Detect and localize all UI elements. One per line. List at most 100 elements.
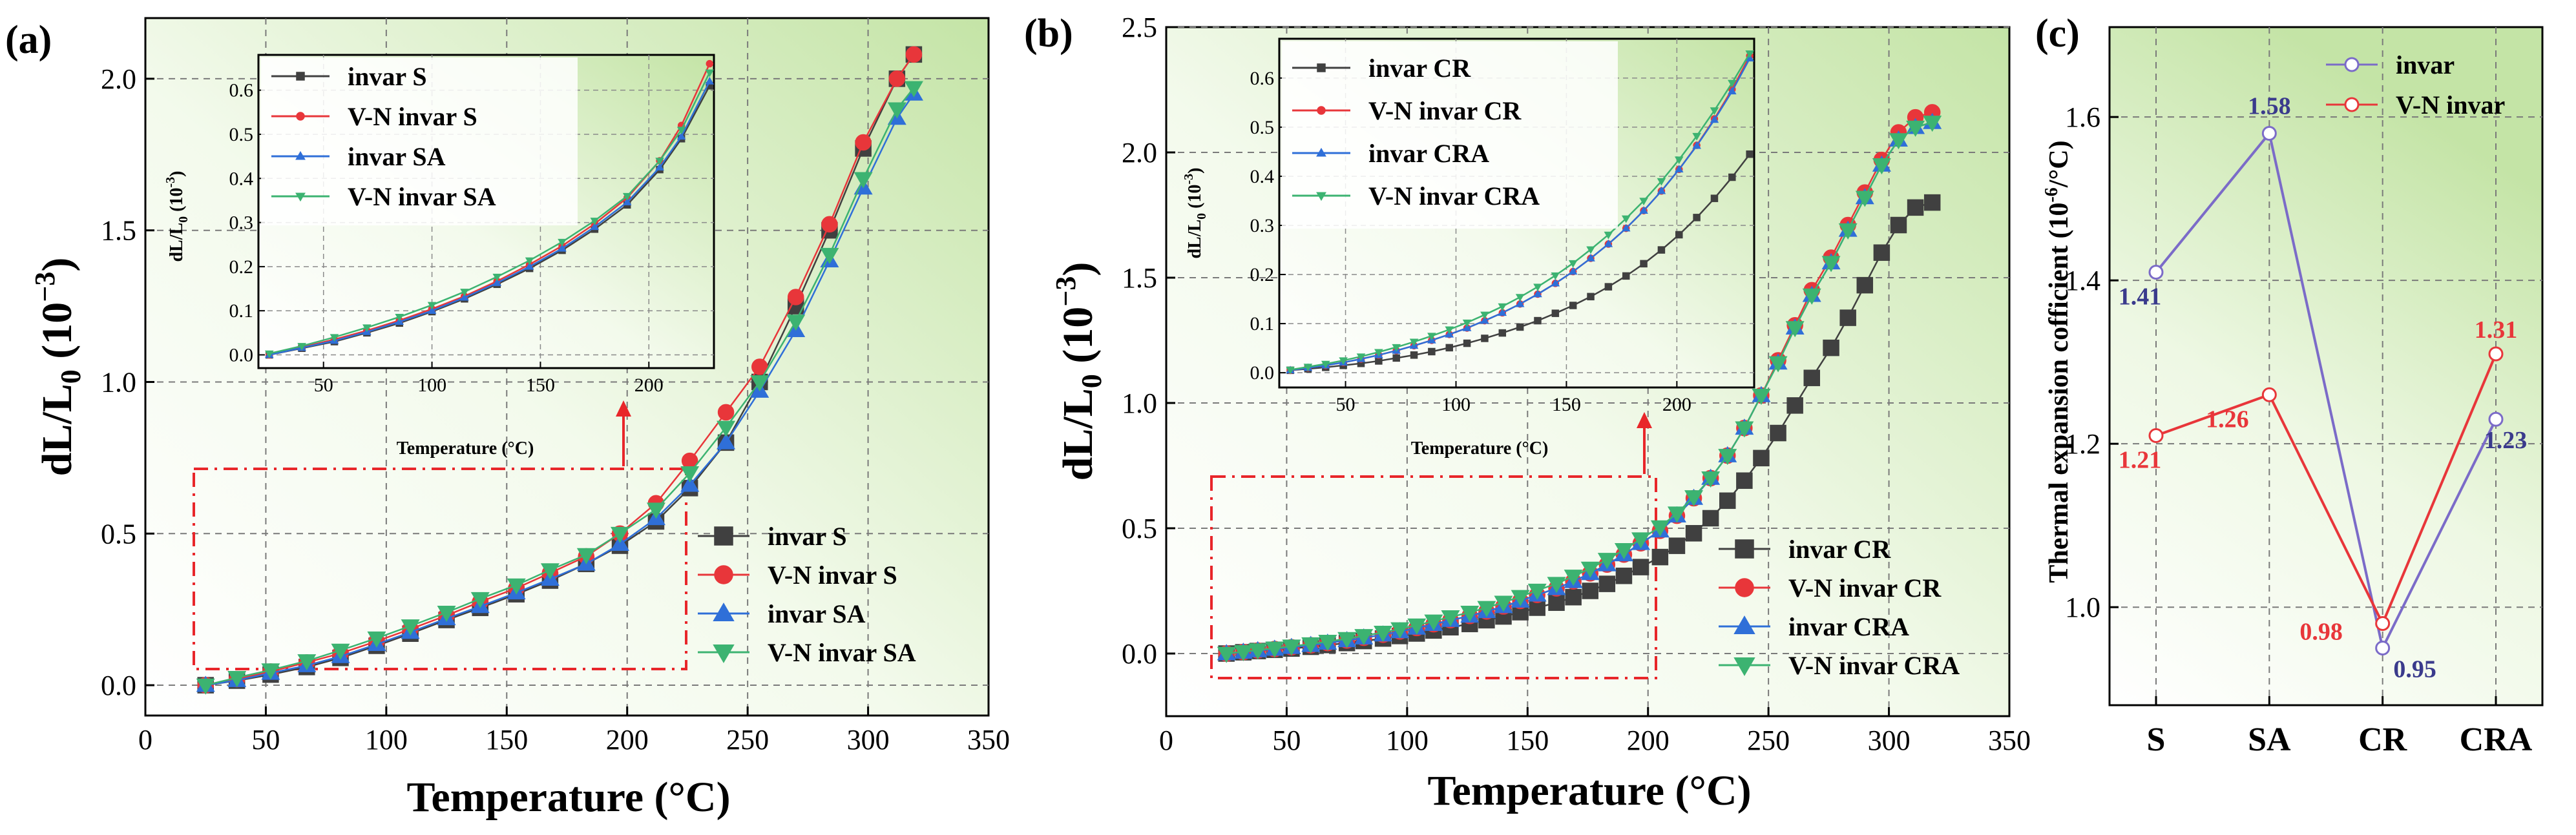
inset-x-tick-label: 50 [1336,394,1356,415]
legend-marker-v-n-invar-cr [1317,106,1326,115]
legend-b: invar CR V-N invar CR invar CRA V-N invar C… [1719,535,1960,680]
inset-point-invar-sa [622,198,632,205]
inset-point-invar-sa [655,163,664,170]
point-v-n-invar-cra [1684,490,1704,507]
inset-x-axis-title-a: Temperature (°C) [397,438,534,459]
x-tick-label: 100 [365,724,408,756]
y-axis-title-b: dL/L0 (10−3) [1050,262,1107,481]
category-label-cr: CR [2358,721,2408,758]
point-v-n-invar-cra [1511,590,1530,606]
legend-marker-invar [2344,57,2360,72]
y-tick-label: 1.4 [2065,265,2100,296]
point-v-n-invar-sa [297,654,317,671]
legend-label-v-n-invar-cra: V-N invar CRA [1788,651,1960,680]
point-v-n-invar-cra [1547,577,1566,593]
point-v-n-invar [2488,346,2504,362]
inset-point-invar-cra [1657,186,1666,194]
point-v-n-invar-sa [437,605,456,623]
highlight-rect-b [1210,475,1657,679]
point-v-n-invar-cra [1752,389,1771,406]
inset-point-v-n-invar-cra [1286,366,1295,375]
point-v-n-invar-sa [611,526,630,543]
legend-marker-invar-sa [713,603,735,621]
inset-legend-bg-a [261,57,578,225]
point-v-n-invar-cra [1337,632,1357,648]
point-v-n-invar-sa [367,631,386,648]
x-tick-label: 150 [485,724,528,756]
point-v-n-invar-s [855,134,872,151]
inset-point-invar-cra [1533,289,1542,298]
point-v-n-invar-cra [1477,601,1496,617]
legend-label-invar: invar [2396,50,2455,79]
inset-y-tick-label: 0.1 [1250,313,1275,335]
y-tick-label: 2.5 [1122,12,1157,43]
inset-y-tick-label: 0.6 [229,80,254,101]
point-v-n-invar-sa [470,592,490,608]
point-v-n-invar-s [888,70,906,87]
point-invar-cr [1786,397,1803,414]
point-v-n-invar-cra [1735,421,1754,438]
inset-point-v-n-invar-sa [395,314,404,322]
inset-x-axis-title-b: Temperature (°C) [1411,438,1549,459]
inset-point-v-n-invar-cra [1339,357,1348,366]
point-v-n-invar-cra [1318,635,1337,652]
inset-x-tick-label: 100 [417,375,446,396]
point-invar [2148,265,2164,280]
value-label-v-n-invar: 0.98 [2299,618,2343,645]
legend-label-invar-s: invar S [768,522,847,551]
inset-x-tick-label: 150 [526,375,555,396]
inset-point-invar-cra [1692,141,1701,149]
point-invar-cr [1632,559,1649,575]
inset-legend-b: invar CR V-N invar CR invar CRA V-N invar C… [1282,41,1618,229]
x-axis-title-b: Temperature (°C) [1427,767,1751,814]
point-invar-cr [1753,449,1770,467]
point-v-n-invar-cra [1597,553,1617,570]
point-v-n-invar-cra [1424,614,1443,631]
inset-point-invar-cra [1621,223,1631,232]
point-invar-cr [1548,594,1565,611]
value-label-v-n-invar: 1.26 [2206,406,2249,433]
y-tick-label: 0.5 [1122,513,1157,544]
inset-point-v-n-invar-cra [1374,349,1383,357]
inset-point-invar-cr [1657,246,1666,254]
plot-c-background [2108,26,2544,706]
inset-point-v-n-invar-sa [590,218,600,225]
point-v-n-invar-cra [1718,449,1737,466]
inset-point-v-n-invar-cra [1621,215,1631,223]
x-tick-label: 350 [967,724,1010,756]
inset-point-invar-cr [1498,329,1507,337]
point-v-n-invar [2375,615,2391,631]
point-v-n-invar-cra [1701,471,1721,488]
grid-c [2110,27,2542,705]
y-tick-label: 1.0 [1122,387,1157,419]
point-invar [2261,125,2277,141]
inset-point-invar-cra [1674,165,1684,173]
inset-point-invar-cr [1622,272,1630,280]
panel-label-a: (a) [5,18,52,62]
point-v-n-invar-cra [1354,629,1374,646]
point-v-n-invar-cra [1768,356,1788,373]
legend-marker-invar-cr [1317,63,1326,72]
inset-point-invar-sa [558,243,567,252]
inset-point-invar-cra [1710,115,1719,123]
inset-point-v-n-invar-cra [1445,326,1454,335]
y-tick-label: 0.5 [101,518,136,550]
category-label-cra: CRA [2460,721,2533,758]
legend-label-v-n-invar-cra: V-N invar CRA [1368,181,1540,211]
legend-label-v-n-invar: V-N invar [2396,90,2505,119]
inset-point-invar-cr [1392,354,1400,362]
x-tick-label: 0 [138,724,152,756]
legend-label-v-n-invar-cr: V-N invar CR [1788,573,1942,603]
inset-point-v-n-invar-sa [427,302,437,310]
inset-ticks-a: 50 100 150 200 0.0 0.1 0.2 0.3 0.4 0.5 0.6 [229,80,664,396]
legend-label-invar-cra: invar CRA [1788,612,1909,641]
point-v-n-invar [2148,428,2164,444]
ticks-b: 0 50 100 150 200 250 300 350 0.0 0.5 1.0 1.5 2.0 2.5 [1122,12,2031,756]
x-tick-label: 200 [606,724,649,756]
y-tick-label: 2.0 [1122,137,1157,169]
inset-point-invar-cr [1710,194,1719,202]
inset-point-v-n-invar-cra [1692,132,1701,141]
inset-point-v-n-invar-sa [330,334,339,342]
legend-label-v-n-invar-cr: V-N invar CR [1368,96,1522,125]
